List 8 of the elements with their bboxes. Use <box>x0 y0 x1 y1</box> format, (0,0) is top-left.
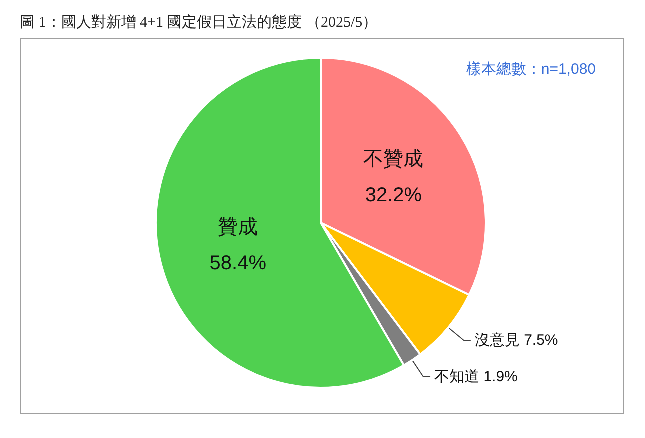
slice-label: 沒意見 7.5% <box>474 332 558 349</box>
data-label: 32.2% <box>365 184 422 206</box>
slice-label: 贊成 <box>218 216 258 238</box>
data-label: 58.4% <box>210 252 267 274</box>
chart-title: 圖 1：國人對新增 4+1 國定假日立法的態度 （2025/5） <box>20 14 378 31</box>
slice-label: 不贊成 <box>364 148 424 170</box>
text: 樣本總數：n=1,080 <box>466 61 596 78</box>
slice-label: 不知道 1.9% <box>434 368 518 386</box>
